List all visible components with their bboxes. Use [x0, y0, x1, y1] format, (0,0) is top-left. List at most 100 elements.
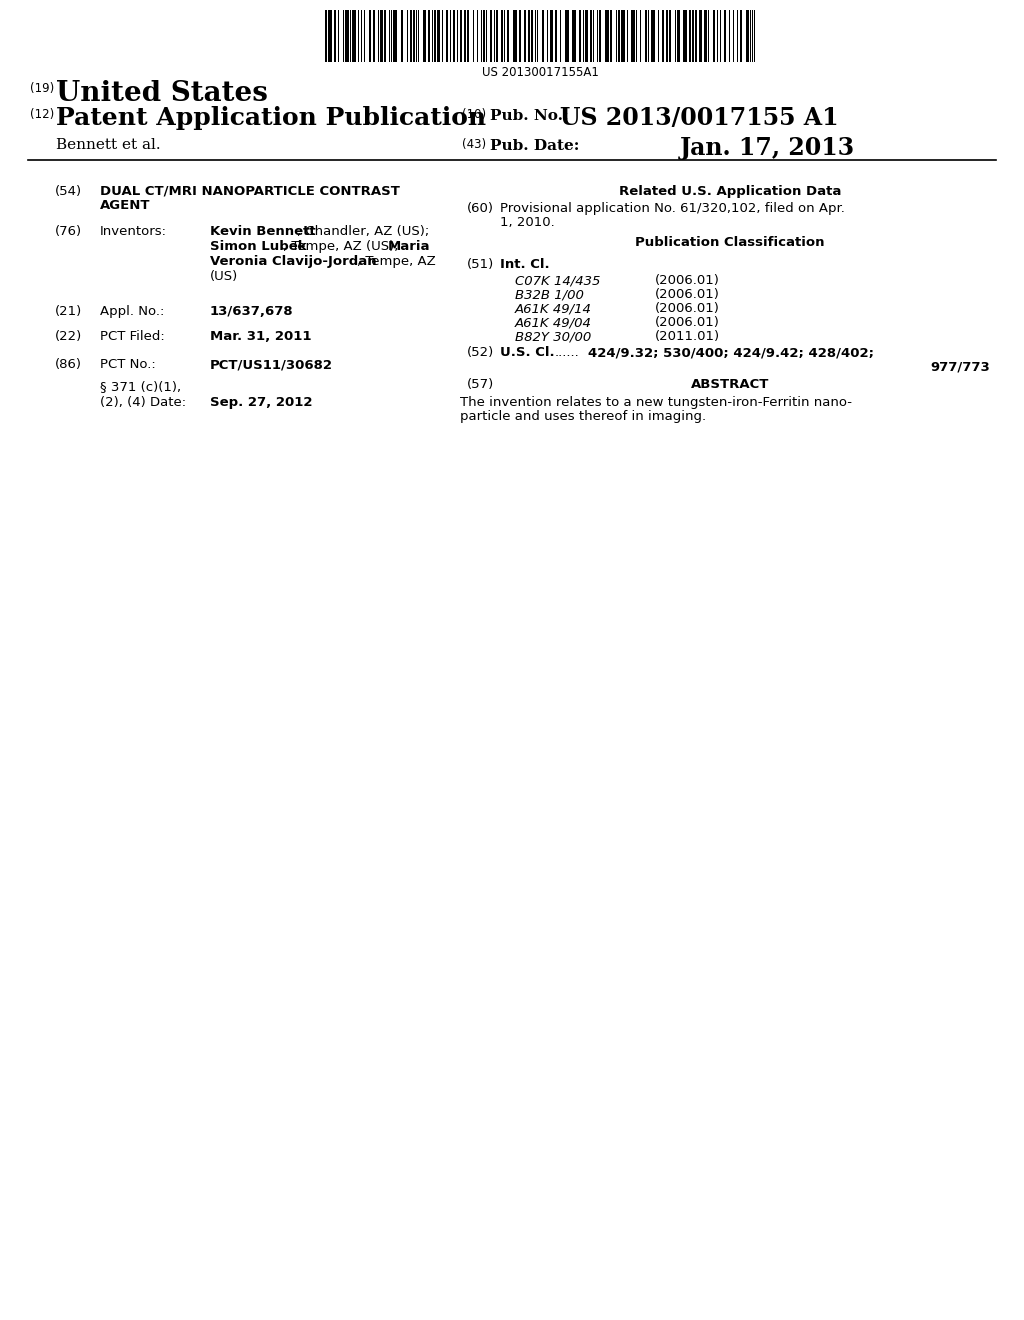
Text: (2006.01): (2006.01): [655, 302, 720, 315]
Text: (22): (22): [55, 330, 82, 343]
Text: Simon Lubek: Simon Lubek: [210, 240, 306, 253]
Bar: [496, 11, 498, 62]
Text: A61K 49/04: A61K 49/04: [515, 315, 592, 329]
Bar: [384, 11, 386, 62]
Bar: [605, 11, 609, 62]
Bar: [695, 11, 697, 62]
Bar: [369, 11, 371, 62]
Bar: [464, 11, 466, 62]
Bar: [528, 11, 530, 62]
Text: Appl. No.:: Appl. No.:: [100, 305, 165, 318]
Text: § 371 (c)(1),: § 371 (c)(1),: [100, 380, 181, 393]
Bar: [352, 11, 356, 62]
Bar: [699, 11, 702, 62]
Text: (86): (86): [55, 358, 82, 371]
Bar: [746, 11, 749, 62]
Bar: [490, 11, 492, 62]
Text: (43): (43): [462, 139, 486, 150]
Bar: [689, 11, 691, 62]
Bar: [724, 11, 726, 62]
Bar: [662, 11, 664, 62]
Text: , Chandler, AZ (US);: , Chandler, AZ (US);: [297, 224, 429, 238]
Text: ......: ......: [555, 346, 580, 359]
Text: Veronia Clavijo-Jordan: Veronia Clavijo-Jordan: [210, 255, 377, 268]
Text: Jan. 17, 2013: Jan. 17, 2013: [680, 136, 855, 160]
Text: (2), (4) Date:: (2), (4) Date:: [100, 396, 186, 409]
Text: (2006.01): (2006.01): [655, 288, 720, 301]
Text: Mar. 31, 2011: Mar. 31, 2011: [210, 330, 311, 343]
Text: (US): (US): [210, 271, 239, 282]
Text: PCT Filed:: PCT Filed:: [100, 330, 165, 343]
Text: (51): (51): [467, 257, 495, 271]
Text: Patent Application Publication: Patent Application Publication: [56, 106, 486, 129]
Text: C07K 14/435: C07K 14/435: [515, 275, 600, 286]
Bar: [531, 11, 534, 62]
Text: (19): (19): [30, 82, 54, 95]
Bar: [621, 11, 625, 62]
Bar: [401, 11, 403, 62]
Text: 977/773: 977/773: [930, 360, 990, 374]
Bar: [579, 11, 581, 62]
Bar: [666, 11, 668, 62]
Text: Kevin Bennett: Kevin Bennett: [210, 224, 315, 238]
Bar: [483, 11, 485, 62]
Text: B82Y 30/00: B82Y 30/00: [515, 330, 591, 343]
Bar: [705, 11, 707, 62]
Bar: [713, 11, 715, 62]
Text: AGENT: AGENT: [100, 199, 151, 213]
Bar: [542, 11, 544, 62]
Bar: [645, 11, 647, 62]
Text: (52): (52): [467, 346, 495, 359]
Bar: [550, 11, 553, 62]
Text: (2006.01): (2006.01): [655, 275, 720, 286]
Text: Bennett et al.: Bennett et al.: [56, 139, 161, 152]
Bar: [507, 11, 509, 62]
Text: A61K 49/14: A61K 49/14: [515, 302, 592, 315]
Text: The invention relates to a new tungsten-iron-Ferritin nano-: The invention relates to a new tungsten-…: [460, 396, 852, 409]
Bar: [610, 11, 612, 62]
Bar: [393, 11, 397, 62]
Text: particle and uses thereof in imaging.: particle and uses thereof in imaging.: [460, 411, 707, 422]
Bar: [380, 11, 383, 62]
Bar: [428, 11, 430, 62]
Text: (57): (57): [467, 378, 495, 391]
Text: , Tempe, AZ: , Tempe, AZ: [357, 255, 436, 268]
Text: Related U.S. Application Data: Related U.S. Application Data: [618, 185, 841, 198]
Text: PCT No.:: PCT No.:: [100, 358, 156, 371]
Text: , Tempe, AZ (US);: , Tempe, AZ (US);: [283, 240, 402, 253]
Text: (54): (54): [55, 185, 82, 198]
Bar: [413, 11, 415, 62]
Bar: [453, 11, 455, 62]
Text: United States: United States: [56, 81, 268, 107]
Bar: [501, 11, 503, 62]
Bar: [328, 11, 332, 62]
Bar: [434, 11, 436, 62]
Text: U.S. Cl.: U.S. Cl.: [500, 346, 555, 359]
Text: 13/637,678: 13/637,678: [210, 305, 294, 318]
Bar: [423, 11, 426, 62]
Bar: [345, 11, 349, 62]
Text: PCT/US11/30682: PCT/US11/30682: [210, 358, 333, 371]
Bar: [631, 11, 635, 62]
Bar: [373, 11, 375, 62]
Text: Inventors:: Inventors:: [100, 224, 167, 238]
Text: US 2013/0017155 A1: US 2013/0017155 A1: [560, 106, 839, 129]
Bar: [513, 11, 517, 62]
Bar: [572, 11, 575, 62]
Text: Provisional application No. 61/320,102, filed on Apr.: Provisional application No. 61/320,102, …: [500, 202, 845, 215]
Text: US 20130017155A1: US 20130017155A1: [481, 66, 598, 79]
Bar: [446, 11, 449, 62]
Text: (2006.01): (2006.01): [655, 315, 720, 329]
Text: Pub. No.:: Pub. No.:: [490, 110, 568, 123]
Bar: [585, 11, 588, 62]
Bar: [599, 11, 601, 62]
Text: (76): (76): [55, 224, 82, 238]
Bar: [467, 11, 469, 62]
Bar: [410, 11, 412, 62]
Text: (12): (12): [30, 108, 54, 121]
Bar: [519, 11, 521, 62]
Bar: [555, 11, 557, 62]
Bar: [651, 11, 655, 62]
Text: Int. Cl.: Int. Cl.: [500, 257, 550, 271]
Text: Sep. 27, 2012: Sep. 27, 2012: [210, 396, 312, 409]
